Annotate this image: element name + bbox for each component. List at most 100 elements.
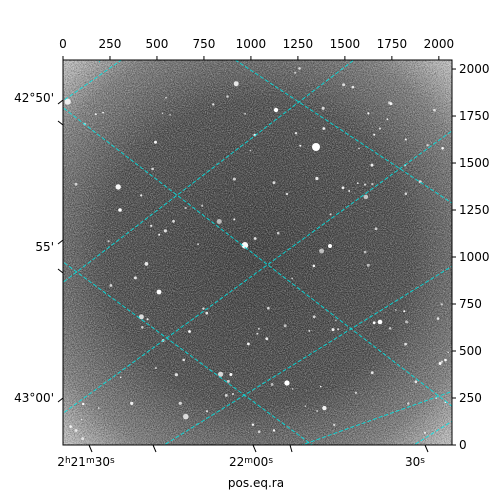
star [312, 315, 316, 319]
ra-tick-label: 22m00s [229, 455, 273, 469]
star [272, 181, 276, 185]
grid-line [63, 60, 355, 284]
star [141, 326, 144, 329]
star [150, 224, 153, 227]
star [115, 184, 121, 190]
star [133, 276, 137, 280]
dec-tick [57, 99, 64, 105]
star [371, 183, 374, 186]
star [202, 307, 205, 310]
star [285, 192, 289, 196]
grid-line [163, 265, 452, 445]
grid-line [63, 130, 452, 414]
star [257, 327, 260, 330]
star [182, 358, 185, 362]
star [373, 133, 376, 136]
ra-tick-label: 30s [405, 455, 425, 469]
grid-line [234, 60, 452, 204]
star [158, 233, 161, 236]
star [407, 402, 410, 405]
star [94, 113, 97, 116]
star [154, 366, 157, 370]
star [138, 314, 144, 320]
star [370, 371, 374, 375]
star [426, 144, 429, 147]
star [358, 147, 360, 150]
right-tick-label: 2000 [459, 62, 490, 76]
star [356, 182, 359, 185]
star [331, 328, 335, 332]
dec-tick-label: 43°00' [14, 391, 54, 405]
star [444, 358, 447, 362]
star [102, 111, 104, 114]
star [335, 319, 337, 322]
star [244, 112, 247, 115]
top-tick-label: 500 [146, 37, 169, 51]
ra-tick [424, 444, 429, 453]
right-tick-label: 1000 [459, 250, 490, 264]
star [370, 163, 374, 167]
right-tick-label: 750 [459, 297, 482, 311]
grid-line [300, 390, 452, 445]
star [97, 407, 100, 409]
star [447, 351, 450, 354]
star [438, 362, 442, 365]
star [178, 401, 182, 405]
star [212, 103, 215, 106]
top-tick-label: 1000 [236, 37, 267, 51]
star [163, 229, 167, 233]
star [201, 204, 204, 207]
star [298, 67, 301, 70]
dec-tick [57, 268, 64, 274]
star [312, 264, 316, 268]
star [267, 306, 270, 310]
star [348, 190, 351, 192]
right-tick-label: 250 [459, 391, 482, 405]
star [316, 410, 318, 412]
star [341, 186, 345, 189]
star [188, 330, 191, 333]
bright-star [377, 319, 383, 325]
star [403, 310, 406, 313]
star [404, 342, 407, 346]
star [174, 373, 178, 377]
star [363, 250, 367, 254]
star [253, 237, 257, 240]
star [423, 431, 427, 434]
star [414, 380, 418, 384]
star [146, 318, 149, 321]
star [251, 423, 255, 426]
star [304, 405, 307, 408]
x-axis-title: pos.eq.ra [228, 476, 284, 490]
top-tick-label: 1500 [330, 37, 361, 51]
star [183, 413, 189, 420]
star [389, 102, 393, 106]
plot-frame [62, 59, 453, 446]
star [107, 240, 110, 243]
star [337, 328, 340, 331]
star [294, 132, 298, 135]
right-tick-label: 1500 [459, 156, 490, 170]
ra-tick [289, 444, 293, 453]
sky-noise-dark [63, 60, 452, 445]
star [319, 385, 322, 388]
bright-star [312, 143, 320, 151]
star [233, 218, 236, 221]
right-tick-label: 1250 [459, 203, 490, 217]
star [404, 192, 408, 195]
star [172, 219, 175, 223]
star [205, 311, 209, 315]
top-pixel-axis: 0 250 500 750 1000 1250 1500 1750 2000 [59, 37, 454, 60]
star [119, 376, 122, 379]
top-tick-label: 0 [59, 37, 67, 51]
star [272, 429, 276, 432]
star [366, 263, 370, 267]
star [291, 388, 294, 390]
star [367, 112, 370, 115]
star [218, 371, 224, 377]
star [363, 194, 369, 200]
dec-tick [57, 397, 64, 403]
ra-tick [88, 444, 93, 453]
right-tick-label: 0 [459, 438, 467, 452]
star [364, 183, 367, 186]
